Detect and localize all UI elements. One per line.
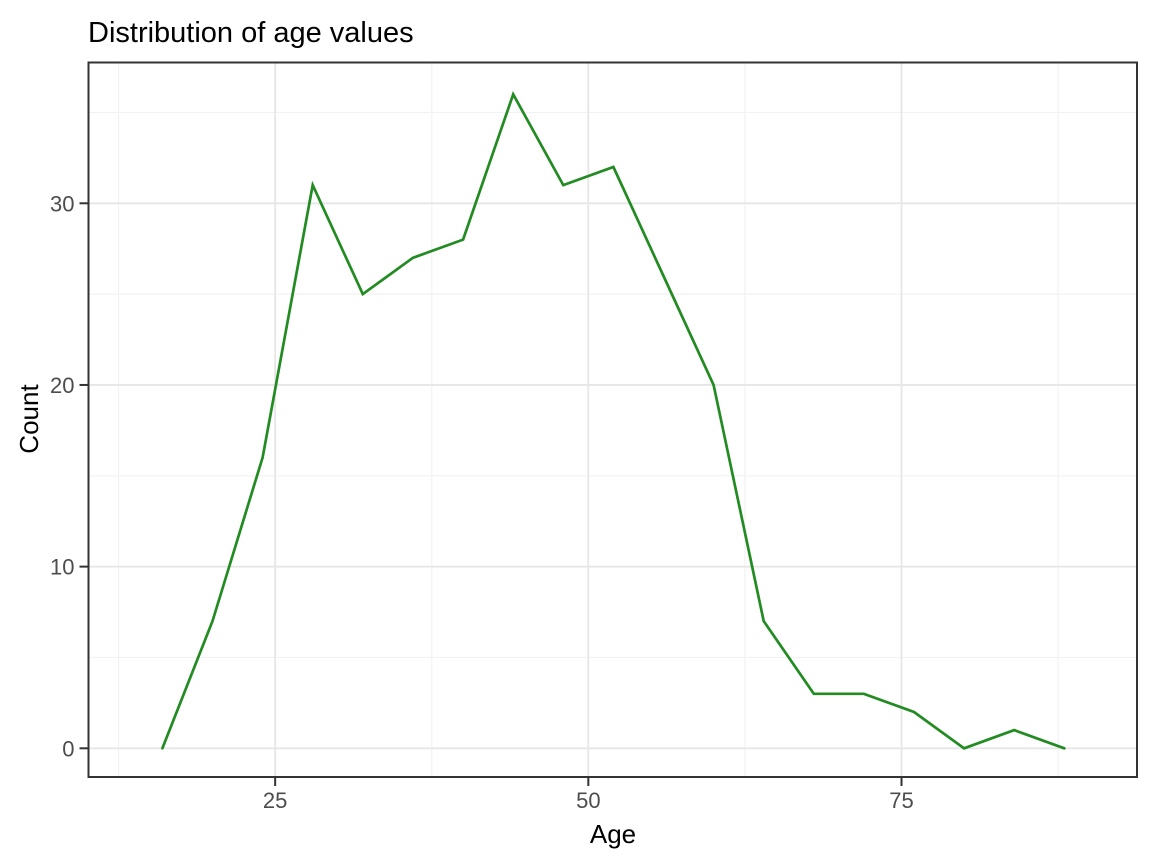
chart-title: Distribution of age values xyxy=(88,17,414,49)
y-tick-label: 0 xyxy=(62,736,74,761)
age-frequency-polygon-line xyxy=(161,90,1066,750)
panel-border xyxy=(87,61,1138,778)
y-axis-title: Count xyxy=(14,384,44,454)
x-axis-title: Age xyxy=(590,819,636,849)
x-tick-label: 25 xyxy=(263,788,287,813)
panel-background xyxy=(88,62,1137,777)
y-tick-label: 20 xyxy=(50,373,74,398)
plot-area: 25 50 75 0 10 20 30 xyxy=(50,61,1138,813)
x-tick-label: 75 xyxy=(889,788,913,813)
y-tick-label: 10 xyxy=(50,555,74,580)
x-tick-label: 50 xyxy=(576,788,600,813)
y-tick-label: 30 xyxy=(50,191,74,216)
